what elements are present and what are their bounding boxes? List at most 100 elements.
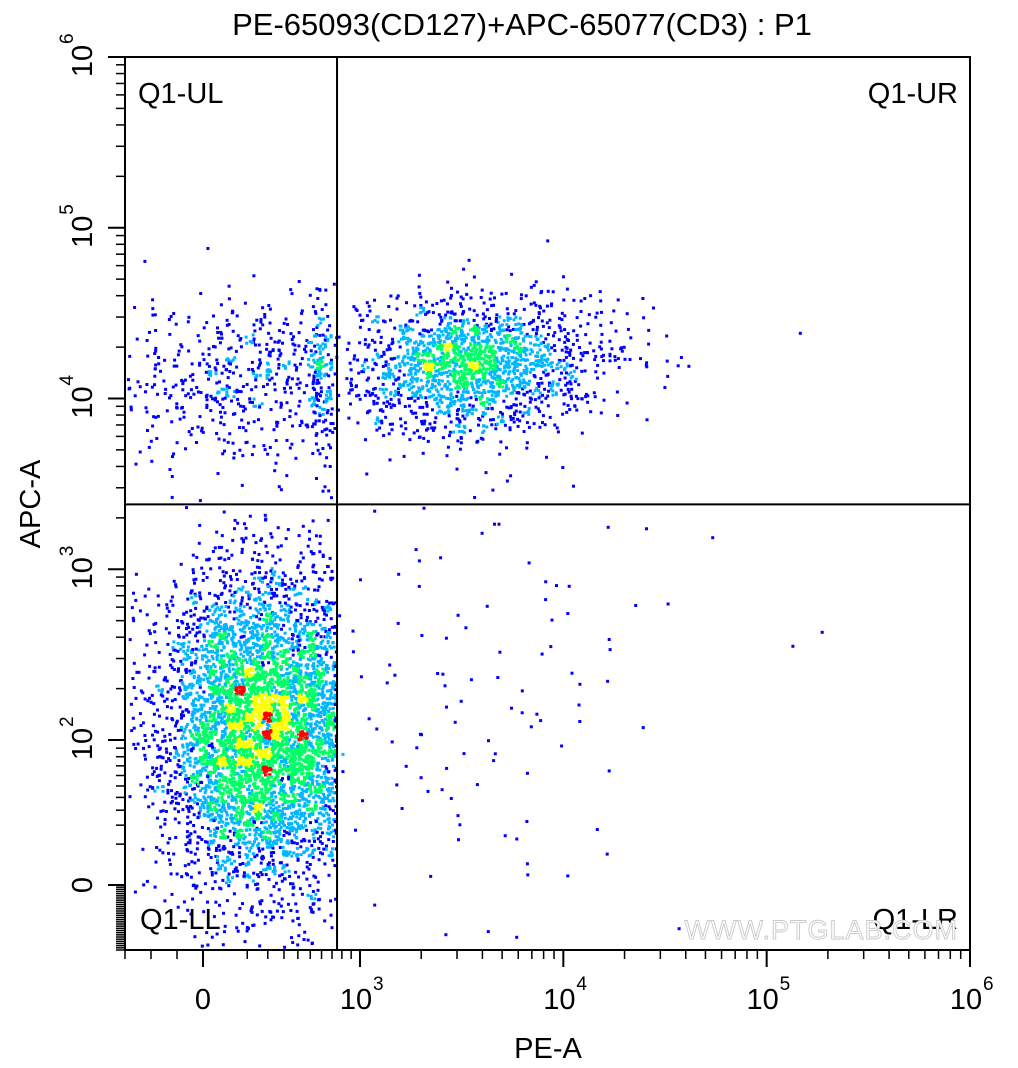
event-point [205,759,209,763]
event-point [243,842,247,846]
event-point [193,793,197,797]
event-point [254,883,258,887]
event-point [240,829,244,833]
event-point [199,772,202,776]
event-point [193,796,197,800]
event-point [309,791,313,794]
event-point [239,702,243,706]
event-point [191,719,194,723]
event-point [288,874,292,878]
event-point [248,833,252,837]
event-point [184,785,188,789]
event-point [327,770,331,774]
event-point [316,670,319,674]
event-point [257,775,261,779]
event-point [148,785,152,789]
event-point [300,627,304,631]
event-point [218,848,222,852]
event-point [260,821,264,825]
event-point [222,911,225,915]
event-point [316,588,320,592]
event-point [264,544,268,548]
event-point [280,916,284,920]
event-point [320,627,324,631]
event-point [267,836,271,840]
event-point [219,556,223,560]
event-point [262,731,266,735]
event-point [214,765,218,769]
event-point [326,759,330,763]
event-point [277,719,281,723]
event-point [291,715,295,719]
event-point [241,671,245,675]
event-point [239,774,243,778]
event-point [259,779,263,783]
event-point [298,827,302,831]
event-point [247,729,251,733]
event-point [268,640,272,644]
event-point [255,726,259,730]
event-point [257,842,261,846]
event-point [283,727,287,731]
event-point [334,804,338,808]
event-point [166,841,170,845]
event-point [199,780,203,784]
event-point [274,820,278,824]
event-point [271,739,275,743]
event-point [261,663,265,667]
event-point [271,653,274,657]
event-point [288,684,292,688]
event-point [317,907,321,911]
event-point [237,713,241,717]
event-point [253,754,257,758]
event-point [289,751,293,755]
event-point [277,638,281,642]
event-point [177,821,181,825]
event-point [143,697,147,701]
event-point [211,887,215,891]
event-point [328,782,332,786]
event-point [241,678,245,682]
event-point [320,726,323,730]
event-point [261,767,265,771]
event-point [312,795,316,799]
event-point [280,879,284,883]
event-point [295,846,299,850]
event-point [250,721,254,725]
event-point [293,773,296,776]
event-point [241,811,245,814]
event-point [232,726,235,730]
event-point [286,649,290,653]
event-point [267,739,271,743]
event-point [224,706,228,710]
event-point [220,825,224,829]
event-point [275,696,279,700]
event-point [279,797,283,801]
event-point [240,740,244,744]
event-point [231,781,235,785]
event-point [190,718,193,722]
event-point [287,727,291,731]
event-point [225,810,228,814]
event-point [253,840,256,844]
event-point [220,534,224,538]
event-point [241,761,245,765]
event-point [265,842,269,845]
event-point [236,829,240,833]
event-point [138,609,142,613]
event-point [181,754,185,758]
event-point [295,799,299,802]
event-point [217,629,221,632]
event-point [302,938,306,941]
event-point [319,827,323,830]
event-point [202,746,206,750]
event-point [195,884,199,888]
event-point [209,618,212,622]
event-point [324,606,327,610]
event-point [271,737,274,741]
event-point [181,743,185,747]
event-point [235,869,239,873]
event-point [293,740,297,744]
event-point [291,919,295,923]
event-point [193,861,197,865]
